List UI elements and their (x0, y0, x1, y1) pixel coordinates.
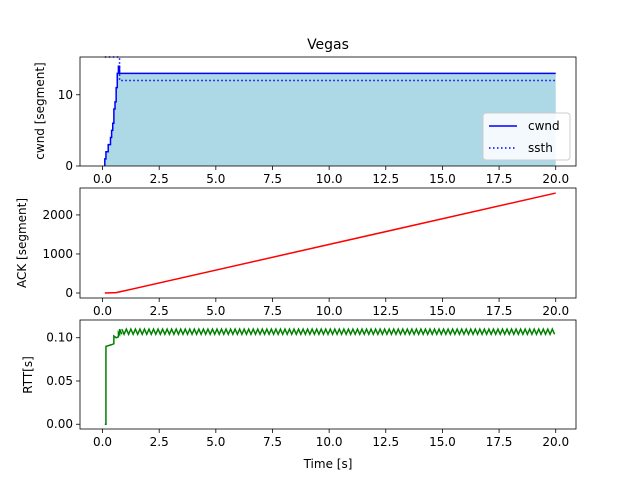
rtt-xtick-label: 12.5 (372, 435, 399, 449)
ack-xtick-label: 5.0 (206, 304, 225, 318)
ack-xtick-label: 7.5 (263, 304, 282, 318)
cwnd-fill-area (104, 66, 556, 166)
cwnd-xtick-label: 12.5 (372, 172, 399, 186)
rtt-ylabel: RTT[s] (21, 356, 35, 394)
rtt-xtick-label: 10.0 (316, 435, 343, 449)
cwnd-ytick-label: 0 (65, 159, 73, 173)
ack-xtick-label: 12.5 (372, 304, 399, 318)
cwnd-ylabel: cwnd [segment] (33, 62, 47, 159)
ack-panel: ACK [segment] 0.0 2.5 5.0 7.5 10.0 12.5 15.0 17… (15, 187, 577, 318)
figure-title: Vegas (307, 37, 349, 53)
rtt-xtick-label: 5.0 (206, 435, 225, 449)
cwnd-xtick-label: 10.0 (316, 172, 343, 186)
cwnd-xtick-label: 2.5 (150, 172, 169, 186)
rtt-ytick-label: 0.00 (46, 417, 73, 431)
rtt-axes-frame (79, 319, 577, 430)
legend-box (482, 112, 571, 161)
rtt-xtick-label: 20.0 (542, 435, 569, 449)
ack-ylabel: ACK [segment] (15, 198, 29, 288)
ack-series-0-line (104, 192, 556, 294)
ack-xtick-label: 10.0 (316, 304, 343, 318)
rtt-ytick-label: 0.10 (46, 331, 73, 345)
rtt-oscillation-line (121, 327, 556, 337)
cwnd-panel: cwnd [segment] 0.0 2.5 5.0 7.5 10.0 12.5 15.0 1… (33, 56, 577, 186)
legend-label-cwnd: cwnd (528, 119, 560, 133)
cwnd-axes-frame (79, 56, 577, 167)
rtt-ytick-label: 0.05 (46, 374, 73, 388)
cwnd-xtick-label: 17.5 (486, 172, 513, 186)
ack-xtick-label: 20.0 (542, 304, 569, 318)
rtt-xtick-label: 0.0 (93, 435, 112, 449)
rtt-xtick-label: 7.5 (263, 435, 282, 449)
cwnd-xtick-label: 20.0 (542, 172, 569, 186)
rtt-xtick-label: 17.5 (486, 435, 513, 449)
cwnd-xtick-label: 15.0 (429, 172, 456, 186)
ack-xtick-label: 2.5 (150, 304, 169, 318)
cwnd-legend: cwnd ssth (482, 112, 571, 161)
legend-label-ssth: ssth (528, 141, 553, 155)
ack-ytick-label: 2000 (42, 208, 73, 222)
rtt-xtick-label: 2.5 (150, 435, 169, 449)
cwnd-xtick-label: 5.0 (206, 172, 225, 186)
ack-xtick-label: 0.0 (93, 304, 112, 318)
cwnd-xtick-label: 0.0 (93, 172, 112, 186)
ack-ytick-label: 1000 (42, 247, 73, 261)
ack-xtick-label: 15.0 (429, 304, 456, 318)
ack-xtick-label: 17.5 (486, 304, 513, 318)
rtt-series-0-line (104, 328, 123, 425)
ack-ytick-label: 0 (65, 286, 73, 300)
cwnd-xtick-label: 7.5 (263, 172, 282, 186)
cwnd-ytick-label: 10 (58, 88, 73, 102)
cwnd-series-cwnd-line (104, 65, 556, 166)
rtt-xtick-label: 15.0 (429, 435, 456, 449)
ack-axes-frame (79, 187, 577, 299)
x-axis-label: Time [s] (303, 457, 353, 471)
rtt-panel: RTT[s] 0.0 2.5 5.0 7.5 10.0 12.5 15.0 17.5 20.0 0… (21, 319, 577, 449)
